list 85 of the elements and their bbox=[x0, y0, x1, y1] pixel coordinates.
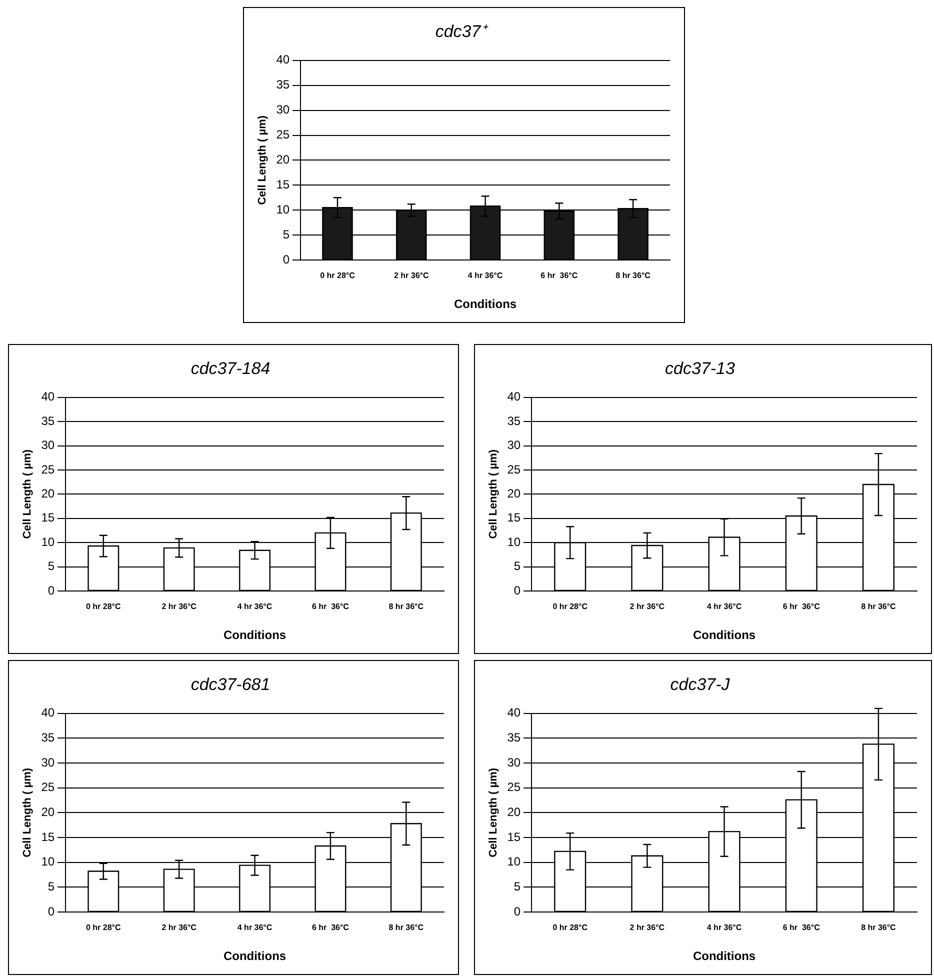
x-tick-label: 8 hr 36°C bbox=[388, 923, 424, 932]
x-tick-label: 6 hr 36°C bbox=[312, 923, 350, 932]
y-tick-label: 0 bbox=[514, 904, 521, 918]
y-tick-label: 15 bbox=[507, 510, 521, 525]
x-tick-label: 8 hr 36°C bbox=[616, 271, 651, 280]
x-tick-label: 8 hr 36°C bbox=[388, 602, 424, 612]
y-tick-label: 40 bbox=[507, 390, 521, 404]
y-tick-label: 30 bbox=[41, 438, 55, 452]
y-axis-title: Cell Length ( µm) bbox=[488, 768, 500, 858]
y-tick-label: 25 bbox=[507, 780, 521, 794]
y-axis-title: Cell Length ( µm) bbox=[488, 449, 500, 539]
y-tick-label: 5 bbox=[48, 879, 55, 894]
y-tick-label: 15 bbox=[507, 830, 521, 844]
y-tick-label: 35 bbox=[507, 730, 521, 745]
y-tick-label: 25 bbox=[507, 462, 521, 476]
y-tick-label: 0 bbox=[48, 904, 55, 918]
x-tick-label: 6 hr 36°C bbox=[312, 602, 350, 612]
y-tick-label: 35 bbox=[41, 414, 55, 428]
y-axis-title: Cell Length ( µm) bbox=[256, 115, 269, 205]
chart-title: cdc37-681 bbox=[190, 674, 270, 694]
y-tick-label: 10 bbox=[41, 534, 55, 549]
chart-title: cdc37-13 bbox=[665, 358, 736, 378]
y-tick-label: 30 bbox=[507, 755, 521, 770]
y-tick-label: 5 bbox=[48, 559, 55, 574]
x-axis-title: Conditions bbox=[223, 949, 286, 964]
y-tick-label: 25 bbox=[276, 128, 290, 142]
x-tick-label: 0 hr 28°C bbox=[86, 923, 121, 932]
x-tick-label: 8 hr 36°C bbox=[861, 923, 896, 932]
chart-title: cdc37-J bbox=[670, 674, 730, 694]
y-axis-title: Cell Length ( µm) bbox=[22, 449, 34, 539]
y-tick-label: 10 bbox=[276, 202, 290, 216]
y-tick-label: 20 bbox=[507, 486, 521, 501]
y-tick-label: 25 bbox=[41, 780, 55, 794]
x-tick-label: 4 hr 36°C bbox=[706, 602, 742, 612]
x-axis-title: Conditions bbox=[454, 297, 517, 312]
x-tick-label: 0 hr 28°C bbox=[320, 271, 356, 280]
x-tick-label: 8 hr 36°C bbox=[861, 602, 896, 612]
y-tick-label: 0 bbox=[514, 583, 521, 598]
y-tick-label: 40 bbox=[41, 706, 55, 720]
y-tick-label: 5 bbox=[282, 227, 290, 242]
y-tick-label: 20 bbox=[41, 805, 55, 820]
x-tick-label: 0 hr 28°C bbox=[552, 602, 588, 612]
y-tick-label: 0 bbox=[282, 252, 290, 266]
x-tick-label: 4 hr 36°C bbox=[468, 271, 503, 280]
y-tick-label: 15 bbox=[276, 177, 290, 192]
y-tick-label: 40 bbox=[276, 52, 290, 67]
y-axis-title: Cell Length ( µm) bbox=[22, 768, 34, 858]
x-tick-label: 6 hr 36°C bbox=[782, 602, 820, 612]
y-tick-label: 10 bbox=[41, 854, 55, 869]
y-tick-label: 0 bbox=[48, 583, 55, 598]
y-tick-label: 5 bbox=[514, 559, 521, 574]
x-axis-title: Conditions bbox=[692, 628, 756, 642]
x-tick-label: 0 hr 28°C bbox=[552, 923, 588, 932]
y-tick-label: 15 bbox=[41, 510, 55, 525]
x-tick-label: 0 hr 28°C bbox=[86, 602, 121, 612]
x-tick-label: 2 hr 36°C bbox=[630, 923, 665, 932]
y-tick-label: 15 bbox=[41, 830, 55, 844]
x-tick-label: 2 hr 36°C bbox=[394, 271, 429, 280]
y-tick-label: 20 bbox=[507, 805, 521, 820]
chart-title: cdc37-184 bbox=[190, 358, 270, 378]
y-tick-label: 30 bbox=[41, 755, 55, 770]
x-tick-label: 4 hr 36°C bbox=[706, 923, 742, 932]
y-tick-label: 30 bbox=[507, 438, 521, 452]
y-tick-label: 35 bbox=[41, 730, 55, 745]
x-tick-label: 6 hr 36°C bbox=[782, 923, 820, 932]
y-tick-label: 10 bbox=[507, 854, 521, 869]
y-tick-label: 35 bbox=[507, 414, 521, 428]
x-tick-label: 6 hr 36°C bbox=[540, 271, 578, 280]
chart-title: cdc37⁺ bbox=[435, 22, 489, 41]
y-tick-label: 20 bbox=[41, 486, 55, 501]
x-tick-label: 4 hr 36°C bbox=[237, 602, 272, 612]
x-tick-label: 2 hr 36°C bbox=[630, 602, 665, 612]
y-tick-label: 35 bbox=[276, 78, 290, 92]
x-tick-label: 4 hr 36°C bbox=[237, 923, 272, 932]
y-tick-label: 25 bbox=[41, 462, 55, 476]
y-tick-label: 20 bbox=[276, 152, 290, 167]
x-axis-title: Conditions bbox=[692, 949, 756, 964]
y-tick-label: 5 bbox=[514, 879, 521, 894]
x-tick-label: 2 hr 36°C bbox=[162, 602, 197, 612]
x-tick-label: 2 hr 36°C bbox=[162, 923, 197, 932]
y-tick-label: 40 bbox=[41, 390, 55, 404]
y-tick-label: 10 bbox=[507, 534, 521, 549]
y-tick-label: 30 bbox=[276, 102, 290, 117]
y-tick-label: 40 bbox=[507, 706, 521, 720]
x-axis-title: Conditions bbox=[223, 628, 286, 642]
